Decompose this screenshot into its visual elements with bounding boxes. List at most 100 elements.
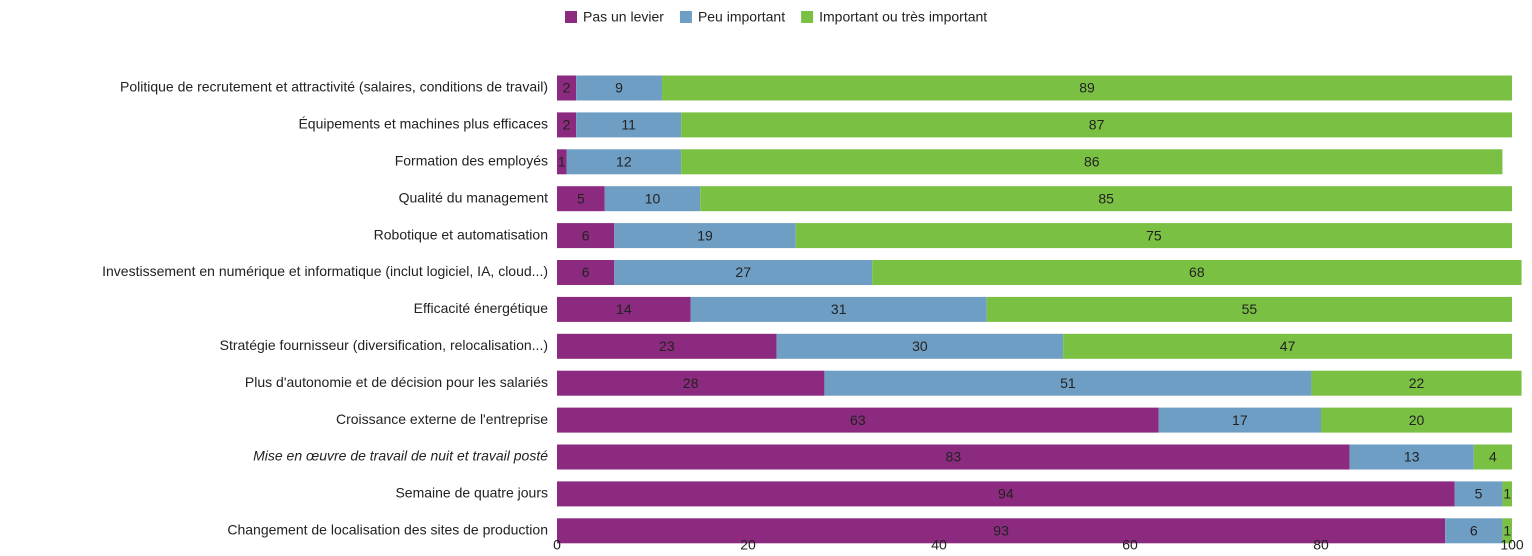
bar-segment xyxy=(824,370,1312,396)
data-label: 6 xyxy=(582,264,590,280)
data-label: 93 xyxy=(993,523,1009,539)
legend-swatch xyxy=(801,11,814,23)
bar-segment xyxy=(576,112,682,138)
x-tick-label: 100 xyxy=(1500,537,1524,553)
bar-segment xyxy=(557,186,605,212)
bar-segment xyxy=(557,75,577,101)
bar-segment xyxy=(557,112,577,138)
category-label: Robotique et automatisation xyxy=(374,226,548,242)
category-label: Croissance externe de l'entreprise xyxy=(336,411,548,427)
category-label: Changement de localisation des sites de … xyxy=(227,522,548,538)
data-label: 19 xyxy=(697,227,713,243)
data-label: 5 xyxy=(1475,486,1483,502)
data-label: 11 xyxy=(621,117,636,133)
data-label: 83 xyxy=(946,449,962,465)
data-label: 47 xyxy=(1280,338,1296,354)
data-label: 63 xyxy=(850,412,866,428)
bar-segment xyxy=(1158,407,1321,433)
x-tick-label: 60 xyxy=(1122,537,1138,553)
data-label: 13 xyxy=(1404,449,1420,465)
data-label: 31 xyxy=(831,301,847,317)
bar-segment xyxy=(557,407,1159,433)
bar-segment xyxy=(1311,370,1522,396)
category-label: Politique de recrutement et attractivité… xyxy=(120,79,548,95)
bar-segment xyxy=(1502,481,1512,507)
data-label: 17 xyxy=(1232,412,1248,428)
bar-segment xyxy=(614,260,873,285)
legend-label: Peu important xyxy=(698,9,785,25)
data-label: 55 xyxy=(1242,301,1258,317)
category-label: Qualité du management xyxy=(399,189,549,205)
data-label: 89 xyxy=(1079,80,1095,96)
data-label: 30 xyxy=(912,338,928,354)
bar-segment xyxy=(557,370,825,396)
bar-segment xyxy=(872,260,1522,285)
bar-segment xyxy=(557,444,1350,470)
bar-segment xyxy=(986,296,1512,322)
x-tick-label: 0 xyxy=(553,537,561,553)
data-label: 4 xyxy=(1489,449,1497,465)
bar-segment xyxy=(1454,481,1503,507)
bar-segment xyxy=(1349,444,1474,470)
bar-segment xyxy=(557,296,691,322)
data-label: 1 xyxy=(1503,486,1511,502)
x-tick-label: 80 xyxy=(1313,537,1329,553)
legend-label: Important ou très important xyxy=(819,9,987,25)
category-label: Investissement en numérique et informati… xyxy=(102,263,548,279)
category-label: Semaine de quatre jours xyxy=(395,485,548,501)
bar-segment xyxy=(557,333,777,359)
data-label: 6 xyxy=(1470,523,1478,539)
data-label: 86 xyxy=(1084,154,1100,170)
data-label: 9 xyxy=(615,80,623,96)
bar-segment xyxy=(1321,407,1512,433)
data-label: 51 xyxy=(1060,375,1076,391)
bar-segment xyxy=(662,75,1512,101)
data-label: 10 xyxy=(645,190,661,206)
data-label: 6 xyxy=(582,227,590,243)
data-label: 23 xyxy=(659,338,675,354)
category-label: Stratégie fournisseur (diversification, … xyxy=(220,337,548,353)
bar-segment xyxy=(1445,518,1503,544)
bar-segment xyxy=(700,186,1512,212)
bar-segment xyxy=(614,223,796,249)
x-tick-label: 40 xyxy=(931,537,947,553)
legend-swatch xyxy=(679,11,692,23)
bar-segment xyxy=(604,186,701,212)
bar-segment xyxy=(690,296,987,322)
bar-segment xyxy=(1502,518,1512,544)
bar-segment xyxy=(557,223,615,249)
data-label: 5 xyxy=(577,190,585,206)
data-label: 68 xyxy=(1189,264,1205,280)
data-label: 14 xyxy=(616,301,632,317)
legend-swatch xyxy=(565,11,577,23)
legend-label: Pas un levier xyxy=(583,9,664,25)
data-label: 85 xyxy=(1098,190,1114,206)
data-label: 2 xyxy=(563,80,571,96)
data-label: 20 xyxy=(1409,412,1425,428)
category-label: Efficacité énergétique xyxy=(414,300,549,316)
data-label: 94 xyxy=(998,486,1014,502)
bar-segment xyxy=(795,223,1512,249)
bar-segment xyxy=(1473,444,1512,470)
bar-segment xyxy=(776,333,1064,359)
data-label: 28 xyxy=(683,375,699,391)
bar-segment xyxy=(1063,333,1512,359)
data-label: 1 xyxy=(1503,523,1511,539)
data-label: 12 xyxy=(616,154,632,170)
bar-segment xyxy=(557,518,1446,544)
category-label: Formation des employés xyxy=(395,153,548,169)
category-label: Plus d'autonomie et de décision pour les… xyxy=(245,374,548,390)
data-label: 27 xyxy=(735,264,751,280)
data-label: 75 xyxy=(1146,227,1162,243)
category-label: Mise en œuvre de travail de nuit et trav… xyxy=(253,448,548,464)
bar-segment xyxy=(681,149,1503,175)
bar-segment xyxy=(566,149,682,175)
data-label: 1 xyxy=(558,154,566,170)
bar-segment xyxy=(557,260,615,285)
category-label: Équipements et machines plus efficaces xyxy=(298,116,548,132)
bar-segment xyxy=(557,481,1455,507)
bar-segment xyxy=(681,112,1512,138)
data-label: 87 xyxy=(1089,117,1105,133)
bar-segment xyxy=(576,75,663,101)
